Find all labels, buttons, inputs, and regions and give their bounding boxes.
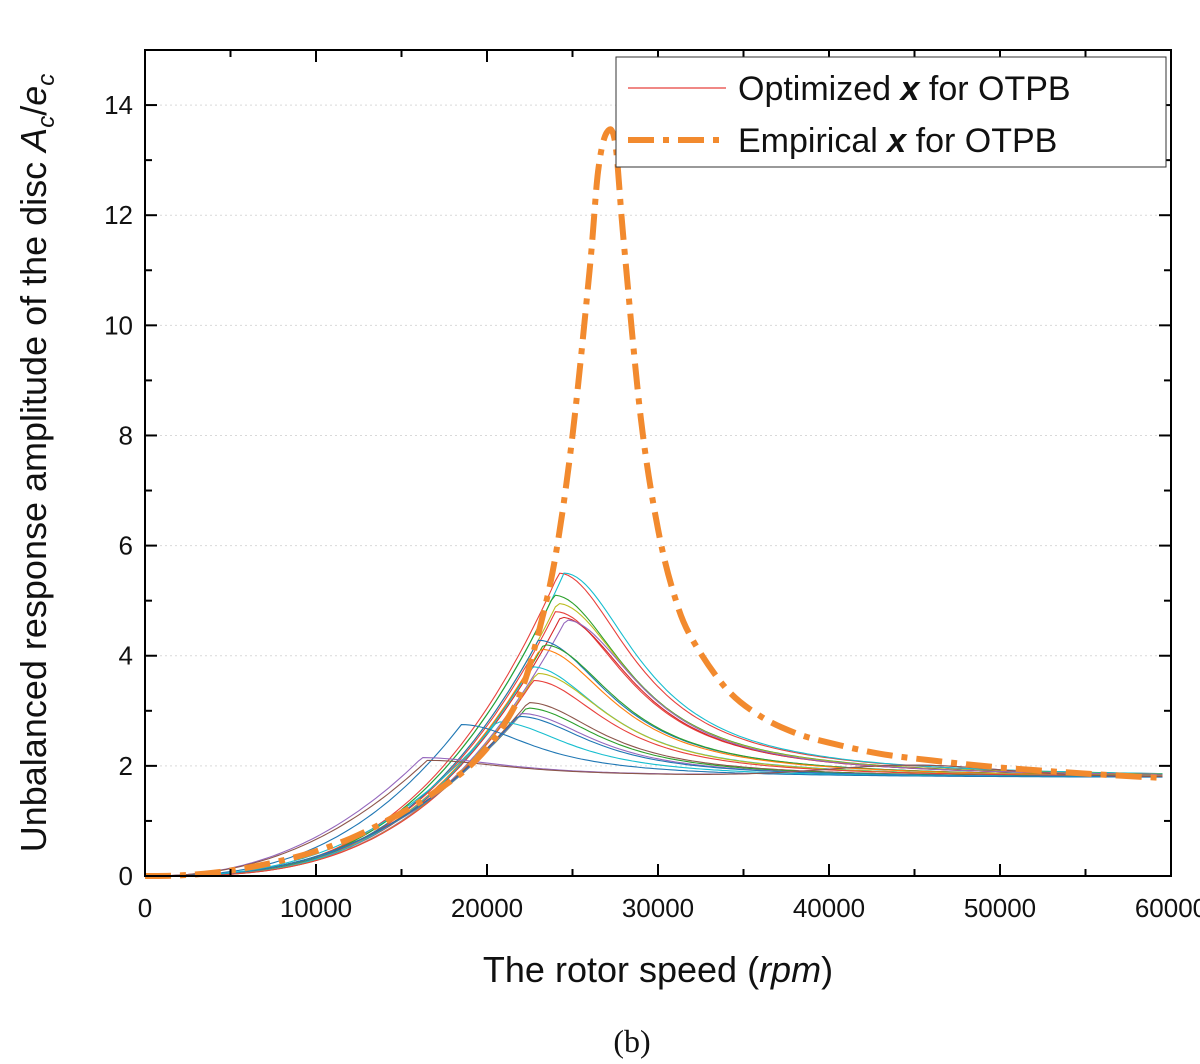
y-tick-label: 6	[119, 531, 133, 561]
legend-empirical-label: Empirical x for OTPB	[738, 122, 1057, 160]
x-tick-label: 10000	[280, 893, 352, 923]
figure-caption: (b)	[613, 1023, 650, 1059]
y-tick-labels: 0 2 4 6 8 10 12 14	[104, 90, 133, 891]
y-tick-label: 8	[119, 420, 133, 450]
y-tick-label: 12	[104, 200, 133, 230]
y-tick-label: 0	[119, 861, 133, 891]
plot-background	[145, 50, 1171, 876]
y-tick-label: 2	[119, 751, 133, 781]
empirical-series-group	[144, 126, 1163, 879]
x-tick-label: 0	[138, 893, 152, 923]
y-axis-title: Unbalanced response amplitude of the dis…	[13, 74, 60, 853]
empirical-series-line	[144, 126, 1163, 879]
optimized-series-group	[145, 572, 1163, 877]
x-tick-label: 20000	[451, 893, 523, 923]
y-tick-label: 4	[119, 641, 133, 671]
optimized-series-line	[145, 679, 1163, 877]
legend: Optimized x for OTPB Empirical x for OTP…	[615, 56, 1167, 168]
x-tick-label: 60000	[1135, 893, 1200, 923]
x-tick-labels: 0 10000 20000 30000 40000 50000 60000	[138, 893, 1200, 923]
legend-optimized-label: Optimized x for OTPB	[738, 70, 1071, 108]
x-tick-label: 50000	[964, 893, 1036, 923]
x-axis-title: The rotor speed (rpm)	[483, 949, 833, 990]
x-tick-label: 30000	[622, 893, 694, 923]
optimized-series-line	[145, 759, 1163, 877]
y-tick-label: 14	[104, 90, 133, 120]
legend-box	[615, 56, 1167, 168]
y-tick-label: 10	[104, 310, 133, 340]
x-tick-label: 40000	[793, 893, 865, 923]
optimized-series-line	[145, 724, 1163, 877]
